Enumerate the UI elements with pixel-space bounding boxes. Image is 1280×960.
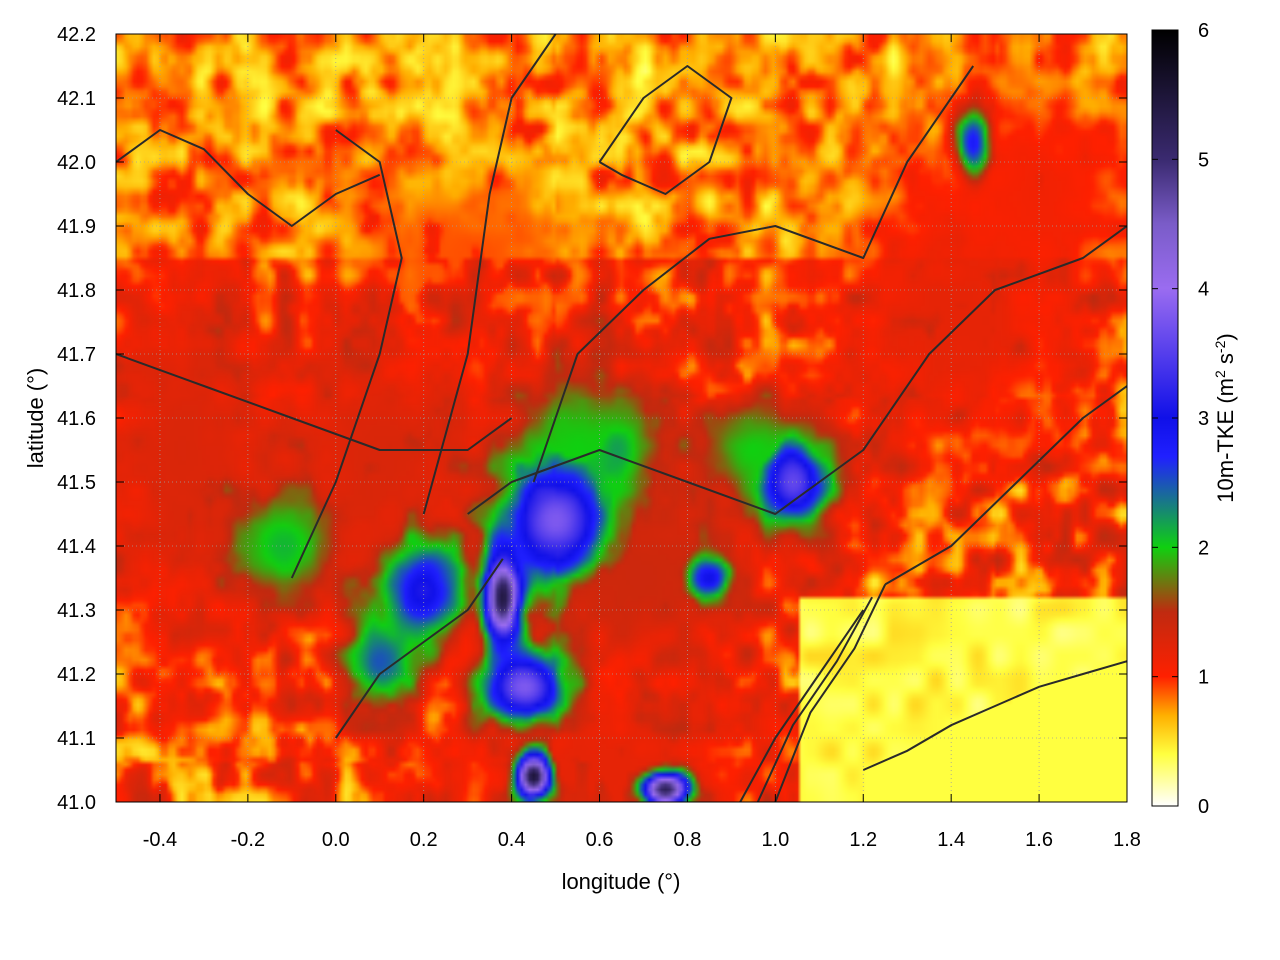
colorbar-ticks: 0 1 2 3 4 5 6 (1152, 20, 1209, 818)
y-tick-label: 41.0 (57, 792, 96, 814)
contour-line (116, 129, 381, 227)
coastline-contour (862, 660, 1127, 771)
colorbar-tick-label: 5 (1198, 149, 1209, 171)
contour-line (532, 65, 975, 483)
y-tick-label: 41.7 (57, 344, 96, 366)
x-tick-label: 0.8 (674, 829, 702, 851)
x-tick-label: 1.0 (761, 829, 789, 851)
contour-line (756, 596, 873, 802)
colorbar-title-mid: s (1213, 353, 1238, 370)
contour-line (116, 353, 513, 451)
x-axis: -0.4 -0.2 0.0 0.2 0.4 0.6 0.8 1.0 1.2 1.4 1.6 1.8 (143, 34, 1141, 851)
x-tick-label: 1.4 (937, 829, 965, 851)
y-tick-label: 42.0 (57, 152, 96, 174)
contour-line (290, 129, 403, 579)
x-tick-label: 1.8 (1113, 829, 1141, 851)
colorbar-tick-label: 2 (1198, 537, 1209, 559)
contour-line (467, 225, 1127, 515)
contour-line (334, 558, 504, 739)
y-tick-label: 41.4 (57, 536, 96, 558)
y-tick-label: 41.2 (57, 664, 96, 686)
y-tick-label: 41.6 (57, 408, 96, 430)
contour-lines (116, 34, 1127, 802)
x-tick-label: -0.2 (231, 829, 265, 851)
y-tick-label: 41.3 (57, 600, 96, 622)
colorbar-tick-label: 1 (1198, 667, 1209, 689)
contour-line (774, 583, 887, 802)
contour-line (422, 34, 557, 515)
colorbar-title-main: 10m-TKE (m (1213, 378, 1238, 503)
colorbar-tick-label: 0 (1198, 796, 1209, 818)
colorbar-tick-label: 6 (1198, 20, 1209, 42)
colorbar-tick-label: 3 (1198, 408, 1209, 430)
y-tick-label: 42.1 (57, 88, 96, 110)
x-tick-label: 1.2 (849, 829, 877, 851)
contour-line (739, 609, 865, 802)
y-tick-label: 41.8 (57, 280, 96, 302)
y-axis: 41.0 41.1 41.2 41.3 41.4 41.5 41.6 41.7 41.8 41.9… (57, 24, 1127, 814)
grid-lines (116, 34, 1127, 802)
x-tick-label: 0.4 (498, 829, 526, 851)
heatmap-field (116, 34, 1127, 802)
x-tick-label: 0.2 (410, 829, 438, 851)
y-tick-label: 41.9 (57, 216, 96, 238)
colorbar-title-sup2: -2 (1212, 340, 1228, 353)
y-tick-label: 42.2 (57, 24, 96, 46)
contour-line (884, 385, 1127, 586)
plot-area (115, 33, 1128, 803)
y-tick-label: 41.5 (57, 472, 96, 494)
colorbar-title-sup1: 2 (1212, 370, 1228, 378)
x-tick-label: -0.4 (143, 829, 177, 851)
x-tick-label: 0.6 (586, 829, 614, 851)
colorbar-title-end: ) (1213, 333, 1238, 340)
x-axis-title: longitude (°) (562, 869, 681, 894)
x-tick-label: 1.6 (1025, 829, 1053, 851)
y-tick-label: 41.1 (57, 728, 96, 750)
y-axis-title: latitude (°) (23, 368, 48, 469)
contour-line (598, 65, 733, 195)
colorbar-tick-label: 4 (1198, 279, 1209, 301)
colorbar-title: 10m-TKE (m2 s-2) (1212, 333, 1238, 502)
x-tick-label: 0.0 (322, 829, 350, 851)
